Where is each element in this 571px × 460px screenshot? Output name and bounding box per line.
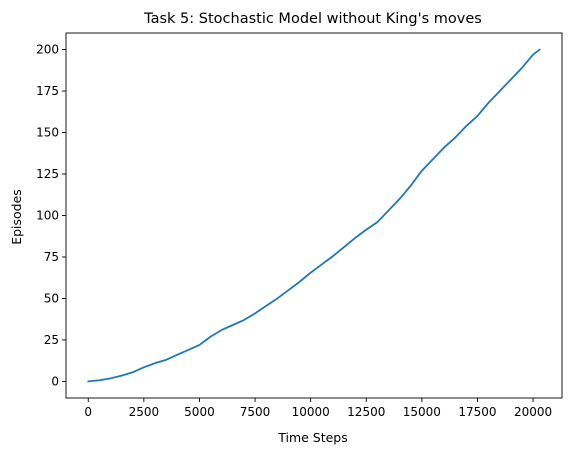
x-axis-label: Time Steps [277, 430, 348, 445]
y-tick-label: 0 [51, 374, 59, 388]
y-tick-label: 75 [44, 250, 59, 264]
x-tick-label: 0 [84, 405, 92, 419]
chart-title: Task 5: Stochastic Model without King's … [143, 11, 482, 27]
y-tick-label: 100 [36, 209, 59, 223]
y-tick-label: 200 [36, 43, 59, 57]
x-tick-label: 7500 [240, 405, 271, 419]
y-tick-label: 25 [44, 333, 59, 347]
y-tick-label: 50 [44, 291, 59, 305]
x-tick-label: 12500 [347, 405, 385, 419]
y-tick-label: 125 [36, 167, 59, 181]
x-tick-label: 10000 [292, 405, 330, 419]
x-tick-label: 15000 [403, 405, 441, 419]
y-tick-label: 175 [36, 84, 59, 98]
y-tick-label: 150 [36, 126, 59, 140]
x-tick-label: 20000 [514, 405, 552, 419]
x-tick-label: 17500 [458, 405, 496, 419]
series-line-0 [87, 48, 541, 383]
plot-area: 0 2500 5000 7500 10000 12500 15000 17500 20000 0 2… [36, 32, 563, 419]
x-tick-label: 5000 [184, 405, 215, 419]
y-axis-label: Episodes [9, 189, 24, 245]
x-tick-label: 2500 [129, 405, 160, 419]
axes-frame [65, 32, 563, 399]
